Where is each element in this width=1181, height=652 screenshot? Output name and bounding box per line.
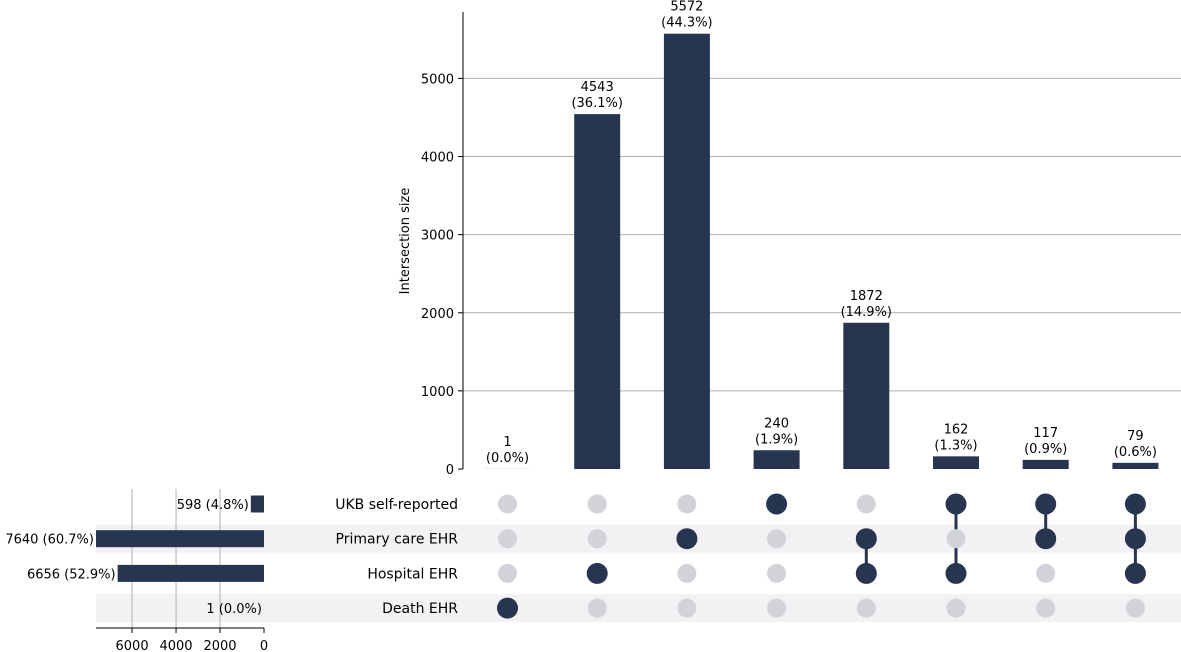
bar-count-label: 117 [1033, 426, 1058, 441]
membership-dot-inactive [498, 494, 517, 514]
intersection-bar-1 [574, 114, 621, 470]
membership-dot-inactive [856, 598, 876, 618]
bar-percent-label: (36.1%) [571, 96, 622, 111]
y-tick-label: 0 [446, 463, 454, 478]
matrix-row-stripes [96, 524, 1181, 623]
intersection-bar-5 [933, 456, 979, 469]
membership-dot-inactive [1125, 598, 1145, 618]
membership-dot-active [1124, 493, 1146, 515]
set-size-tick-label: 2000 [203, 639, 236, 652]
stripe-1 [96, 524, 1181, 553]
membership-dot-inactive [856, 494, 876, 514]
y-tick-label: 2000 [421, 307, 454, 322]
membership-dot-active [586, 562, 608, 584]
membership-dot-active [1124, 562, 1146, 584]
set-size-gridlines [131, 489, 221, 628]
intersection-bar-3 [753, 450, 800, 469]
membership-dot-inactive [1036, 563, 1056, 583]
membership-dot-inactive [677, 494, 697, 514]
bar-percent-label: (1.3%) [934, 438, 977, 453]
bar-count-label: 1 [503, 435, 511, 450]
y-axis: 0 1000 2000 3000 4000 5000 [421, 12, 464, 478]
intersection-bar-4 [843, 322, 890, 469]
membership-dot-inactive [767, 598, 787, 618]
bar-count-label: 162 [944, 422, 969, 437]
set-size-label: 598 (4.8%) [177, 498, 249, 513]
membership-dot-inactive [587, 494, 607, 514]
membership-dot-inactive [767, 529, 787, 549]
bar-percent-label: (1.9%) [755, 432, 798, 447]
membership-dot-active [1035, 493, 1057, 515]
set-name-label: UKB self-reported [335, 497, 458, 513]
bar-percent-label: (14.9%) [841, 305, 892, 320]
bar-percent-label: (0.0%) [486, 451, 529, 466]
membership-dot-inactive [1036, 598, 1056, 618]
bar-count-label: 240 [764, 416, 789, 431]
membership-dot-active [945, 562, 967, 584]
bar-percent-label: (44.3%) [661, 16, 712, 31]
membership-dot-inactive [767, 563, 787, 583]
set-name-label: Hospital EHR [367, 566, 458, 582]
membership-dot-inactive [498, 563, 517, 583]
membership-dot-active [855, 528, 877, 550]
membership-dot-active [855, 562, 877, 584]
membership-dot-inactive [946, 598, 966, 618]
intersection-bar-2 [663, 33, 710, 470]
y-axis-label: Intersection size [398, 188, 413, 295]
membership-dot-inactive [677, 563, 697, 583]
set-name-label: Primary care EHR [336, 532, 459, 548]
bar-percent-label: (0.9%) [1024, 442, 1067, 457]
set-names: UKB self-reported Primary care EHR Hospita… [335, 497, 458, 617]
set-size-tick-label: 4000 [159, 639, 192, 652]
bar-count-label: 5572 [670, 0, 703, 15]
stripe-3 [96, 594, 1181, 623]
membership-dot-inactive [498, 529, 517, 549]
set-size-tick-label: 6000 [116, 639, 149, 652]
set-size-label: 1 (0.0%) [206, 602, 262, 617]
intersection-bar-labels: 1(0.0%) 4543(36.1%) 5572(44.3%) 240(1.9%) 18… [486, 0, 1157, 466]
bar-count-label: 4543 [581, 80, 614, 95]
intersection-bar-6 [1022, 459, 1069, 469]
membership-dot-active [1035, 528, 1057, 550]
set-size-bar-2 [117, 564, 264, 582]
set-size-axis: 6000 4000 2000 0 [96, 627, 268, 652]
y-tick-label: 3000 [421, 229, 454, 244]
set-name-label: Death EHR [382, 601, 458, 617]
y-tick-label: 1000 [421, 385, 454, 400]
y-tick-label: 5000 [421, 72, 454, 87]
bar-percent-label: (0.6%) [1114, 445, 1157, 460]
set-size-bar-0 [250, 495, 264, 513]
membership-dot-inactive [946, 529, 966, 549]
membership-dot-active [676, 528, 698, 550]
membership-dot-inactive [587, 598, 607, 618]
set-size-label: 7640 (60.7%) [5, 533, 94, 548]
membership-matrix [497, 493, 1146, 619]
bar-count-label: 79 [1127, 429, 1144, 444]
intersection-bars [484, 33, 1159, 470]
membership-dot-inactive [677, 598, 697, 618]
intersection-bar-7 [1112, 462, 1159, 469]
set-size-bar-1 [96, 530, 264, 548]
membership-dot-active [497, 597, 518, 619]
y-gridlines [463, 77, 1181, 392]
membership-dot-inactive [587, 529, 607, 549]
membership-dot-active [945, 493, 967, 515]
membership-dot-active [766, 493, 788, 515]
bar-count-label: 1872 [850, 289, 883, 304]
membership-dot-active [1124, 528, 1146, 550]
set-size-label: 6656 (52.9%) [27, 567, 116, 582]
set-size-tick-label: 0 [260, 639, 268, 652]
y-tick-label: 4000 [421, 151, 454, 166]
set-size-bars: 598 (4.8%) 7640 (60.7%) 6656 (52.9%) 1 (0.0… [5, 495, 264, 617]
